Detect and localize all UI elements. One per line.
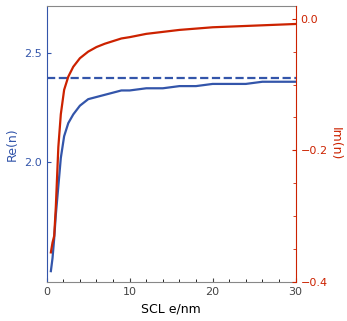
Y-axis label: Im(n): Im(n) — [329, 127, 341, 160]
Y-axis label: Re(n): Re(n) — [6, 127, 18, 160]
X-axis label: SCL e/nm: SCL e/nm — [141, 302, 201, 316]
